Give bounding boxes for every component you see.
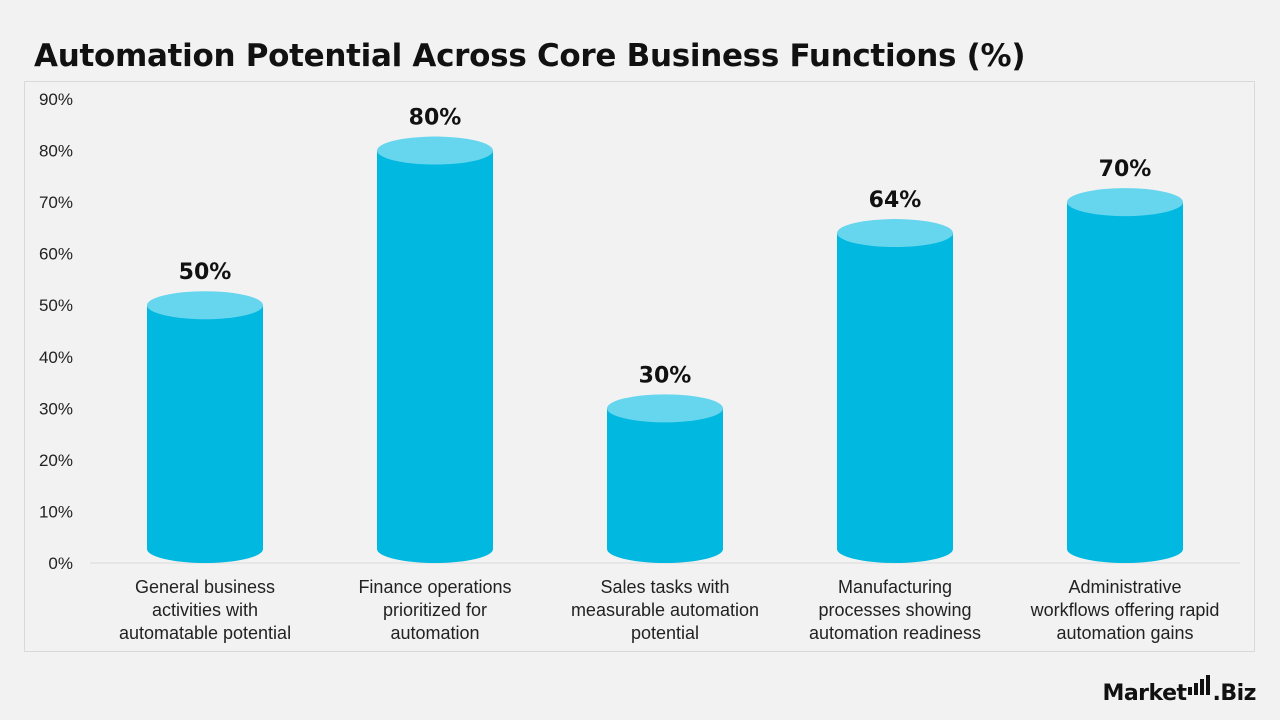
bar <box>837 233 953 564</box>
category-label-line: prioritized for <box>383 600 487 620</box>
bar-top <box>607 394 723 423</box>
bar-top <box>147 291 263 320</box>
category-label: Finance operations prioritized for automat… <box>358 577 511 643</box>
category-label-line: Manufacturing <box>838 577 952 597</box>
y-tick-label: 10% <box>39 502 73 521</box>
bar-top <box>1067 188 1183 217</box>
y-tick-label: 0% <box>48 554 73 573</box>
category-label: Administrative workflows offering rapid au… <box>1030 577 1220 643</box>
data-label: 80% <box>409 106 462 131</box>
y-tick-label: 70% <box>39 193 73 212</box>
category-label-line: automation gains <box>1056 623 1193 643</box>
category-label-line: automation readiness <box>809 623 981 643</box>
category-label-line: General business <box>135 577 275 597</box>
category-label-line: Administrative <box>1068 577 1181 597</box>
bar-chart-icon <box>1187 675 1212 700</box>
chart-frame <box>24 81 1255 652</box>
category-label-line: potential <box>631 623 699 643</box>
data-label: 70% <box>1099 157 1152 182</box>
bar <box>377 150 493 564</box>
category-label: General business activities with automatab… <box>119 577 291 643</box>
y-tick-label: 80% <box>39 142 73 161</box>
category-label: Manufacturing processes showing automation… <box>809 577 981 643</box>
bar <box>1067 202 1183 563</box>
brand-name-right: .Biz <box>1212 681 1257 706</box>
y-tick-label: 50% <box>39 296 73 315</box>
chart-title: Automation Potential Across Core Busines… <box>34 38 1026 74</box>
category-label-line: processes showing <box>818 600 971 620</box>
category-label-line: automatable potential <box>119 623 291 643</box>
data-label: 64% <box>869 188 922 213</box>
category-label-line: measurable automation <box>571 600 759 620</box>
bar-top <box>837 219 953 248</box>
bar-top <box>377 136 493 165</box>
y-tick-label: 60% <box>39 245 73 264</box>
brand-name-left: Market <box>1102 681 1187 706</box>
category-label-line: workflows offering rapid <box>1030 600 1220 620</box>
bar <box>607 408 723 563</box>
brand-logo: Market .Biz <box>1102 675 1256 706</box>
y-tick-label: 20% <box>39 451 73 470</box>
y-tick-label: 40% <box>39 348 73 367</box>
y-tick-label: 30% <box>39 399 73 418</box>
y-tick-label: 90% <box>39 90 73 109</box>
bar <box>147 305 263 563</box>
category-label-line: Finance operations <box>358 577 511 597</box>
data-label: 50% <box>179 260 232 285</box>
category-label-line: activities with <box>152 600 258 620</box>
category-label-line: automation <box>390 623 479 643</box>
category-label-line: Sales tasks with <box>600 577 729 597</box>
data-label: 30% <box>639 363 692 388</box>
category-label: Sales tasks with measurable automation pot… <box>571 577 759 643</box>
